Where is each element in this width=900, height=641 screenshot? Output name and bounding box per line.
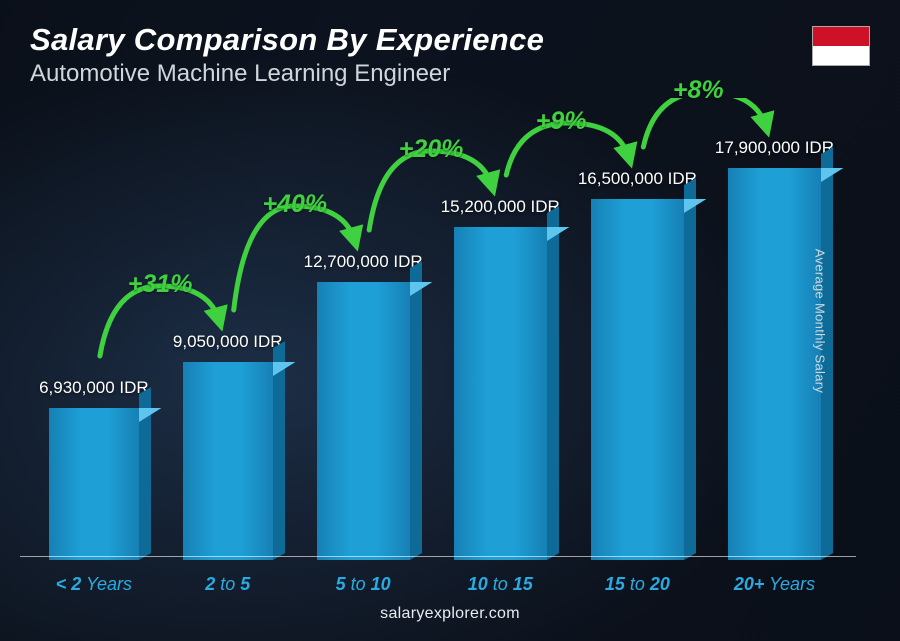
bar-side-face — [410, 261, 422, 560]
increase-label: +40% — [262, 190, 327, 219]
bar-category-label: 10 to 15 — [468, 574, 533, 595]
increase-label: +20% — [399, 135, 464, 164]
increase-label: +31% — [128, 270, 193, 299]
infographic-container: Salary Comparison By Experience Automoti… — [0, 0, 900, 641]
bar-slot: 6,930,000 IDR < 2 Years — [36, 378, 152, 595]
flag-stripe-top — [813, 27, 869, 46]
title-block: Salary Comparison By Experience Automoti… — [30, 22, 544, 88]
bar-value-label: 9,050,000 IDR — [173, 332, 283, 352]
bar-slot: 15,200,000 IDR 10 to 15 — [441, 197, 560, 595]
bar-front-face — [728, 168, 821, 560]
bar-group: 6,930,000 IDR < 2 Years 9,050,000 IDR 2 to … — [30, 98, 840, 595]
bar-side-face — [684, 178, 696, 560]
bar-category-label: 20+ Years — [734, 574, 815, 595]
bar-slot: 16,500,000 IDR 15 to 20 — [578, 169, 697, 595]
bar-value-label: 16,500,000 IDR — [578, 169, 697, 189]
footer-credit: salaryexplorer.com — [30, 595, 870, 623]
bar-value-label: 17,900,000 IDR — [715, 138, 834, 158]
bar-category-label: 2 to 5 — [205, 574, 250, 595]
increase-label: +8% — [673, 76, 724, 105]
bar-front-face — [183, 362, 273, 560]
bar — [728, 168, 821, 560]
y-axis-label: Average Monthly Salary — [812, 248, 827, 392]
bar-value-label: 12,700,000 IDR — [304, 252, 423, 272]
flag-stripe-bottom — [813, 46, 869, 65]
bar-category-label: 5 to 10 — [336, 574, 391, 595]
bar — [49, 408, 139, 560]
country-flag-indonesia — [812, 26, 870, 66]
bar-category-label: < 2 Years — [56, 574, 132, 595]
bar — [317, 282, 410, 560]
chart-subtitle: Automotive Machine Learning Engineer — [30, 60, 544, 88]
chart-area: 6,930,000 IDR < 2 Years 9,050,000 IDR 2 to … — [30, 98, 870, 595]
increase-label: +9% — [536, 107, 587, 136]
bar-slot: 12,700,000 IDR 5 to 10 — [304, 252, 423, 595]
bar — [454, 227, 547, 560]
bar-value-label: 15,200,000 IDR — [441, 197, 560, 217]
bar-category-label: 15 to 20 — [605, 574, 670, 595]
bar-front-face — [454, 227, 547, 560]
bar-front-face — [317, 282, 410, 560]
baseline — [20, 556, 856, 557]
bar-front-face — [591, 199, 684, 560]
bar-front-face — [49, 408, 139, 560]
bar-side-face — [547, 206, 559, 560]
header: Salary Comparison By Experience Automoti… — [30, 22, 870, 88]
bar-value-label: 6,930,000 IDR — [39, 378, 149, 398]
bar — [591, 199, 684, 560]
bar — [183, 362, 273, 560]
chart-title: Salary Comparison By Experience — [30, 22, 544, 58]
